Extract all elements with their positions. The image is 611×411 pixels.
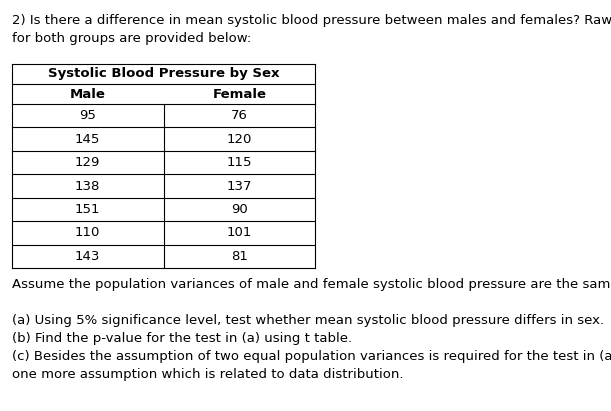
Text: (a) Using 5% significance level, test whether mean systolic blood pressure diffe: (a) Using 5% significance level, test wh… <box>12 314 604 327</box>
Text: 101: 101 <box>227 226 252 239</box>
Text: 110: 110 <box>75 226 100 239</box>
Text: for both groups are provided below:: for both groups are provided below: <box>12 32 251 45</box>
Text: 129: 129 <box>75 156 100 169</box>
Text: Assume the population variances of male and female systolic blood pressure are t: Assume the population variances of male … <box>12 278 611 291</box>
Text: Male: Male <box>70 88 106 101</box>
Text: (c) Besides the assumption of two equal population variances is required for the: (c) Besides the assumption of two equal … <box>12 350 611 363</box>
Text: Female: Female <box>212 88 266 101</box>
Text: 81: 81 <box>231 250 247 263</box>
Text: 138: 138 <box>75 180 100 192</box>
Text: 115: 115 <box>227 156 252 169</box>
Text: Systolic Blood Pressure by Sex: Systolic Blood Pressure by Sex <box>48 67 279 81</box>
Text: 145: 145 <box>75 133 100 145</box>
Text: 95: 95 <box>79 109 96 122</box>
Text: 143: 143 <box>75 250 100 263</box>
Text: (b) Find the p-value for the test in (a) using t table.: (b) Find the p-value for the test in (a)… <box>12 332 352 345</box>
Text: 76: 76 <box>231 109 247 122</box>
Text: 90: 90 <box>231 203 247 216</box>
Text: 120: 120 <box>227 133 252 145</box>
Text: one more assumption which is related to data distribution.: one more assumption which is related to … <box>12 368 403 381</box>
Text: 151: 151 <box>75 203 100 216</box>
Text: 2) Is there a difference in mean systolic blood pressure between males and femal: 2) Is there a difference in mean systoli… <box>12 14 611 27</box>
Text: 137: 137 <box>227 180 252 192</box>
